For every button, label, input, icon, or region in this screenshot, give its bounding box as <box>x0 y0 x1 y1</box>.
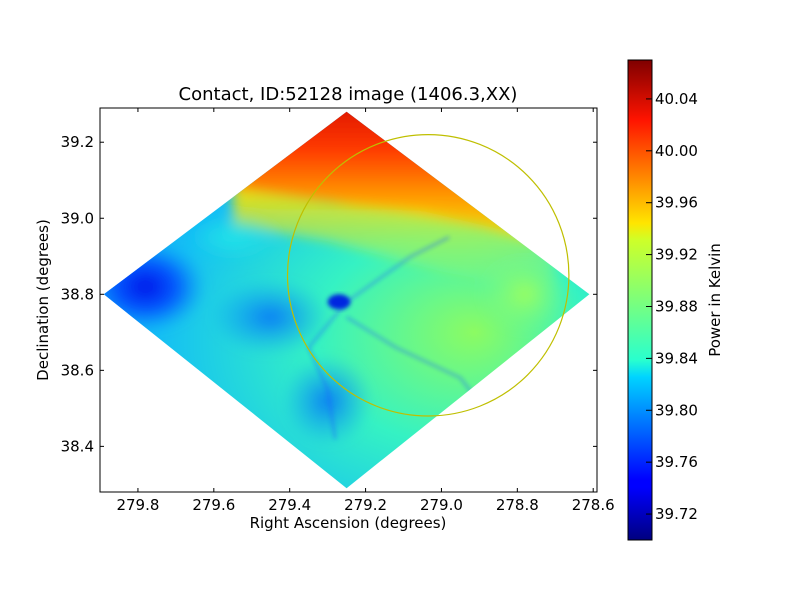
y-tick-label: 38.8 <box>61 285 94 303</box>
colorbar-tick-label: 40.00 <box>655 142 698 160</box>
colorbar-tick-label: 40.04 <box>655 90 698 108</box>
chart-title: Contact, ID:52128 image (1406.3,XX) <box>179 84 518 105</box>
heat-region-cool <box>210 279 332 356</box>
heat-region-cyan <box>187 214 279 261</box>
y-axis: 39.2 39.0 38.8 38.6 38.4 <box>61 133 597 455</box>
colorbar-label: Power in Kelvin <box>706 243 724 357</box>
x-axis: 279.8 279.6 279.4 279.2 279.0 278.8 278.6 <box>116 108 615 514</box>
heat-seam <box>307 301 348 439</box>
y-tick-label: 38.4 <box>61 437 94 455</box>
y-tick-label: 38.6 <box>61 361 94 379</box>
heatmap-image <box>103 111 590 489</box>
y-axis-label: Declination (degrees) <box>34 219 52 381</box>
x-tick-label: 279.6 <box>192 496 235 514</box>
heat-region-cool-south <box>282 355 374 447</box>
colorbar-ticks: 40.04 40.00 39.96 39.92 39.88 39.84 39.80 39.76… <box>646 90 698 523</box>
x-tick-label: 279.0 <box>420 496 463 514</box>
colorbar <box>627 59 653 541</box>
x-axis-label: Right Ascension (degrees) <box>250 514 447 532</box>
y-tick-label: 39.0 <box>61 209 94 227</box>
colorbar-tick-label: 39.72 <box>655 505 698 523</box>
colorbar-tick-label: 39.80 <box>655 401 698 419</box>
colorbar-tick-label: 39.84 <box>655 349 698 367</box>
x-tick-label: 279.8 <box>116 496 159 514</box>
x-tick-label: 278.8 <box>496 496 539 514</box>
axes-frame <box>99 107 598 493</box>
heat-region-green <box>479 256 571 333</box>
colorbar-tick-label: 39.88 <box>655 297 698 315</box>
heat-cold-spot <box>327 294 351 310</box>
colorbar-tick-label: 39.96 <box>655 194 698 212</box>
y-tick-label: 39.2 <box>61 133 94 151</box>
heat-region-yellow <box>232 187 556 295</box>
beam-circle <box>286 133 570 417</box>
x-tick-label: 279.2 <box>344 496 387 514</box>
heat-region-cold <box>103 241 207 333</box>
colorbar-tick-label: 39.92 <box>655 246 698 264</box>
colorbar-tick-label: 39.76 <box>655 453 698 471</box>
heat-seam <box>346 236 450 303</box>
x-tick-label: 279.4 <box>268 496 311 514</box>
x-tick-label: 278.6 <box>572 496 615 514</box>
